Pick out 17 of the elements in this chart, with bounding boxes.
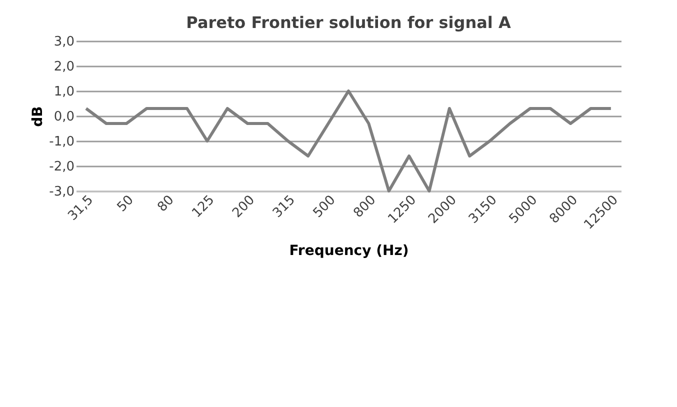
- chart-title: Pareto Frontier solution for signal A: [186, 13, 512, 32]
- x-tick-label: 125: [189, 192, 218, 221]
- x-axis-title: Frequency (Hz): [289, 242, 409, 259]
- x-tick-label: 50: [114, 192, 137, 216]
- y-tick-label: 0,0: [54, 110, 74, 124]
- x-tick-label: 80: [154, 192, 178, 216]
- x-tick-label: 500: [310, 192, 339, 221]
- x-tick-label: 200: [230, 192, 258, 221]
- y-tick-label: 2,0: [54, 60, 74, 74]
- y-tick-label: -1,0: [49, 134, 74, 150]
- y-tick-label: -3,0: [49, 184, 74, 200]
- line-series: [84, 90, 612, 192]
- y-tick-label: 3,0: [54, 34, 74, 50]
- y-tick-label: -2,0: [49, 160, 74, 174]
- x-tick-label: 800: [350, 192, 380, 221]
- y-tick-label: 1,0: [54, 84, 74, 100]
- y-axis-title: dB: [30, 106, 46, 127]
